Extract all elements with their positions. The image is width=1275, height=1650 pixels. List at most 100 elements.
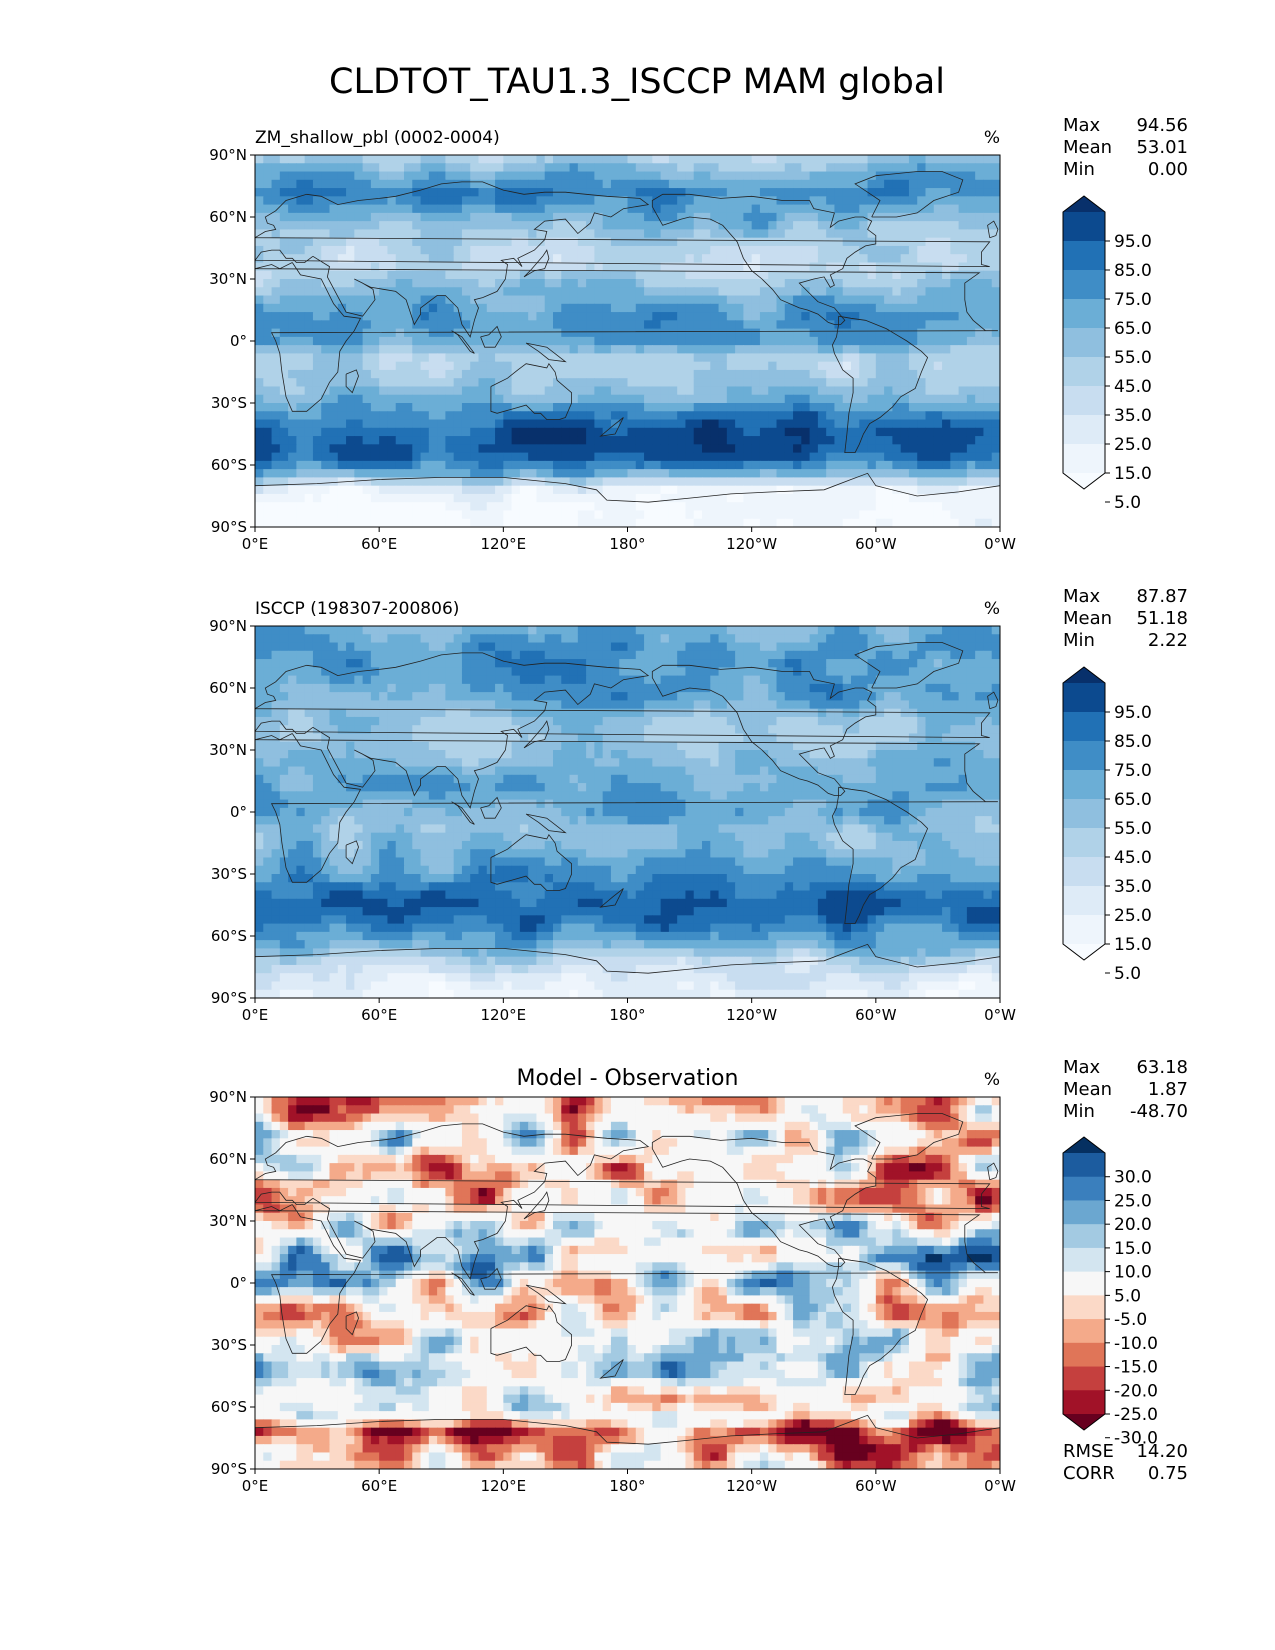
field-cell: [917, 336, 927, 346]
field-cell: [735, 469, 744, 478]
field-cell: [329, 369, 339, 379]
field-cell: [826, 262, 836, 272]
field-cell: [627, 361, 637, 371]
field-cell: [975, 411, 985, 421]
field-cell: [826, 403, 836, 412]
field-cell: [362, 386, 372, 396]
field-cell: [420, 229, 430, 239]
field-cell: [337, 204, 347, 214]
field-cell: [255, 328, 264, 338]
field-cell: [743, 196, 753, 206]
field-cell: [255, 460, 264, 470]
field-cell: [544, 692, 554, 701]
field-cell: [817, 254, 827, 264]
field-cell: [933, 229, 943, 239]
field-cell: [660, 229, 670, 239]
field-cell: [826, 312, 836, 321]
field-cell: [859, 394, 869, 404]
field-cell: [577, 444, 587, 454]
field-cell: [718, 683, 728, 693]
field-cell: [511, 171, 521, 181]
field-cell: [627, 444, 637, 454]
field-cell: [842, 518, 852, 527]
field-cell: [437, 312, 446, 321]
field-cell: [875, 510, 885, 520]
field-cell: [255, 667, 264, 677]
field-cell: [867, 411, 877, 421]
field-cell: [933, 221, 943, 230]
field-cell: [528, 336, 538, 346]
field-cell: [735, 295, 744, 305]
field-cell: [726, 518, 736, 527]
x-tick-label: 60°W: [855, 535, 897, 553]
field-cell: [619, 196, 629, 206]
field-cell: [842, 279, 852, 288]
field-cell: [784, 469, 794, 478]
field-cell: [536, 411, 546, 421]
field-cell: [892, 386, 902, 396]
field-cell: [710, 444, 720, 454]
field-cell: [445, 369, 455, 379]
field-cell: [470, 683, 480, 693]
field-cell: [619, 212, 629, 222]
field-cell: [975, 336, 985, 346]
field-cell: [486, 312, 496, 321]
field-cell: [710, 626, 720, 635]
field-cell: [958, 155, 968, 164]
field-cell: [983, 394, 993, 404]
field-cell: [561, 295, 571, 305]
field-cell: [420, 188, 430, 197]
field-cell: [354, 237, 364, 247]
field-cell: [652, 642, 662, 652]
field-cell: [726, 196, 736, 206]
field-cell: [329, 485, 339, 495]
field-cell: [801, 163, 811, 173]
field-cell: [461, 675, 471, 685]
field-cell: [759, 295, 769, 305]
field-cell: [602, 320, 612, 330]
field-cell: [851, 394, 860, 404]
field-cell: [817, 675, 827, 685]
field-cell: [619, 171, 629, 181]
field-cell: [851, 171, 860, 181]
field-cell: [693, 155, 703, 164]
field-cell: [768, 485, 778, 495]
field-cell: [677, 353, 687, 363]
field-cell: [577, 659, 587, 668]
field-cell: [768, 312, 778, 321]
field-cell: [346, 196, 355, 206]
field-cell: [577, 312, 587, 321]
field-cell: [875, 328, 885, 338]
field-cell: [354, 411, 364, 421]
field-cell: [610, 642, 620, 652]
field-cell: [826, 303, 836, 313]
field-cell: [768, 361, 778, 371]
field-cell: [362, 221, 372, 230]
field-cell: [644, 403, 653, 412]
field-cell: [735, 386, 744, 396]
field-cell: [908, 237, 918, 247]
field-cell: [892, 675, 902, 685]
field-cell: [776, 163, 786, 173]
field-cell: [884, 204, 893, 214]
field-cell: [884, 295, 893, 305]
field-cell: [759, 436, 769, 445]
field-cell: [354, 386, 364, 396]
field-cell: [503, 469, 513, 478]
field-cell: [966, 345, 976, 354]
field-cell: [470, 411, 480, 421]
field-cell: [726, 221, 736, 230]
field-cell: [602, 303, 612, 313]
field-cell: [784, 155, 794, 164]
field-cell: [420, 295, 430, 305]
field-cell: [834, 179, 844, 189]
field-cell: [412, 196, 422, 206]
field-cell: [966, 436, 976, 445]
field-cell: [495, 692, 504, 701]
field-cell: [536, 171, 546, 181]
field-cell: [362, 320, 372, 330]
field-cell: [834, 212, 844, 222]
field-cell: [544, 270, 554, 280]
field-cell: [279, 485, 289, 495]
field-cell: [586, 493, 595, 503]
